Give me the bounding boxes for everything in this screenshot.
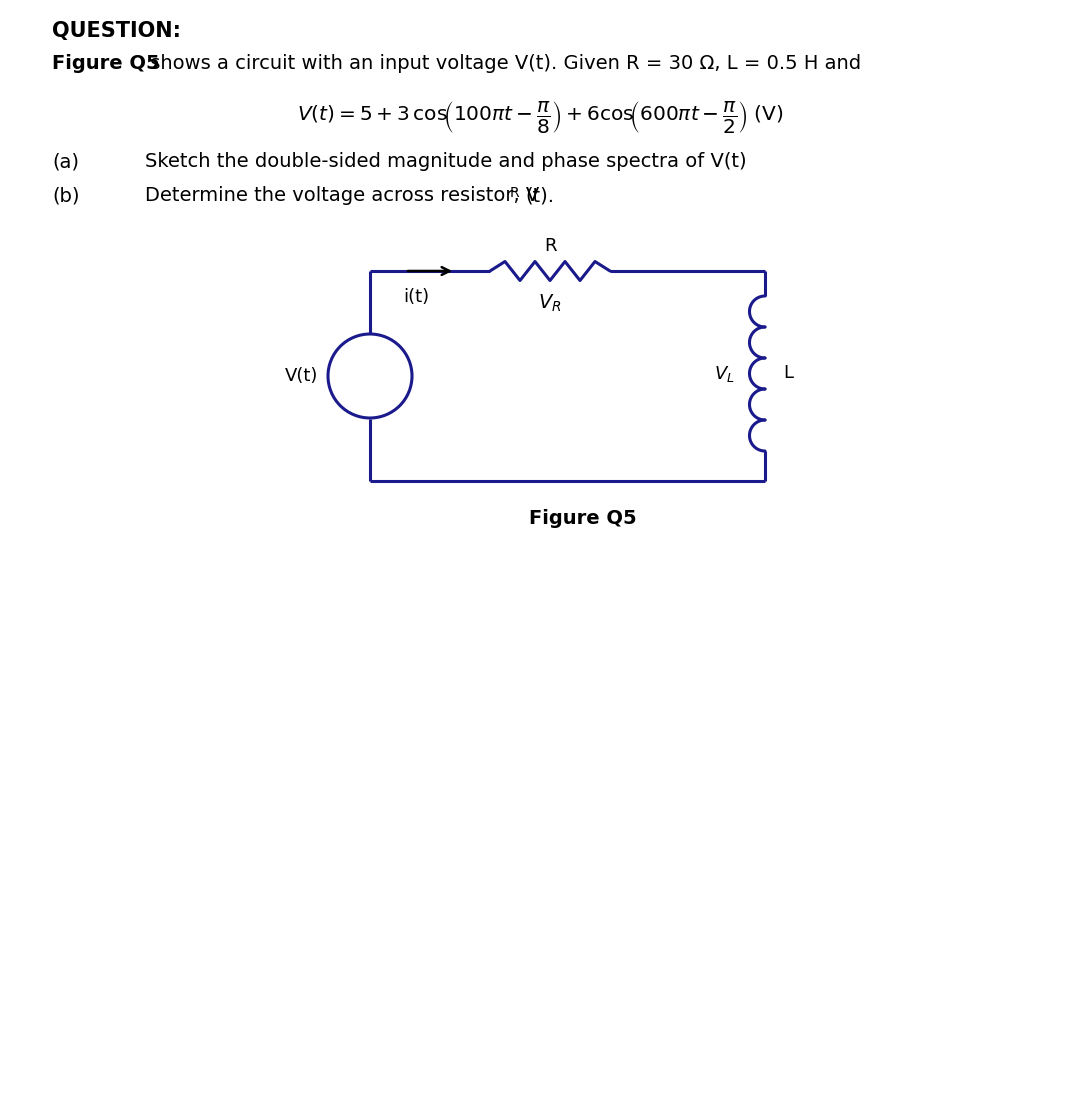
Text: (t).: (t). [525, 186, 554, 205]
Text: shows a circuit with an input voltage V(t). Given R = 30 Ω, L = 0.5 H and: shows a circuit with an input voltage V(… [144, 54, 861, 73]
Text: R: R [543, 237, 556, 255]
Text: R: R [510, 186, 519, 199]
Text: V(t): V(t) [285, 367, 318, 385]
Text: Determine the voltage across resistor, V: Determine the voltage across resistor, V [145, 186, 539, 205]
Text: Figure Q5: Figure Q5 [52, 54, 160, 73]
Text: L: L [783, 365, 793, 383]
Text: ∼: ∼ [357, 359, 382, 388]
Text: QUESTION:: QUESTION: [52, 21, 181, 41]
Text: $V_L$: $V_L$ [714, 364, 735, 384]
Text: Sketch the double-sided magnitude and phase spectra of V(t): Sketch the double-sided magnitude and ph… [145, 152, 746, 171]
Circle shape [328, 334, 411, 418]
Text: i(t): i(t) [403, 288, 429, 306]
Text: (b): (b) [52, 186, 80, 205]
Text: $V(t) = 5 + 3\,\mathrm{cos}\!\left(100\pi t - \dfrac{\pi}{8}\right) + 6\mathrm{c: $V(t) = 5 + 3\,\mathrm{cos}\!\left(100\p… [297, 99, 783, 135]
Text: Figure Q5: Figure Q5 [529, 509, 636, 528]
Text: (a): (a) [52, 152, 79, 171]
Text: $V_R$: $V_R$ [538, 293, 562, 315]
